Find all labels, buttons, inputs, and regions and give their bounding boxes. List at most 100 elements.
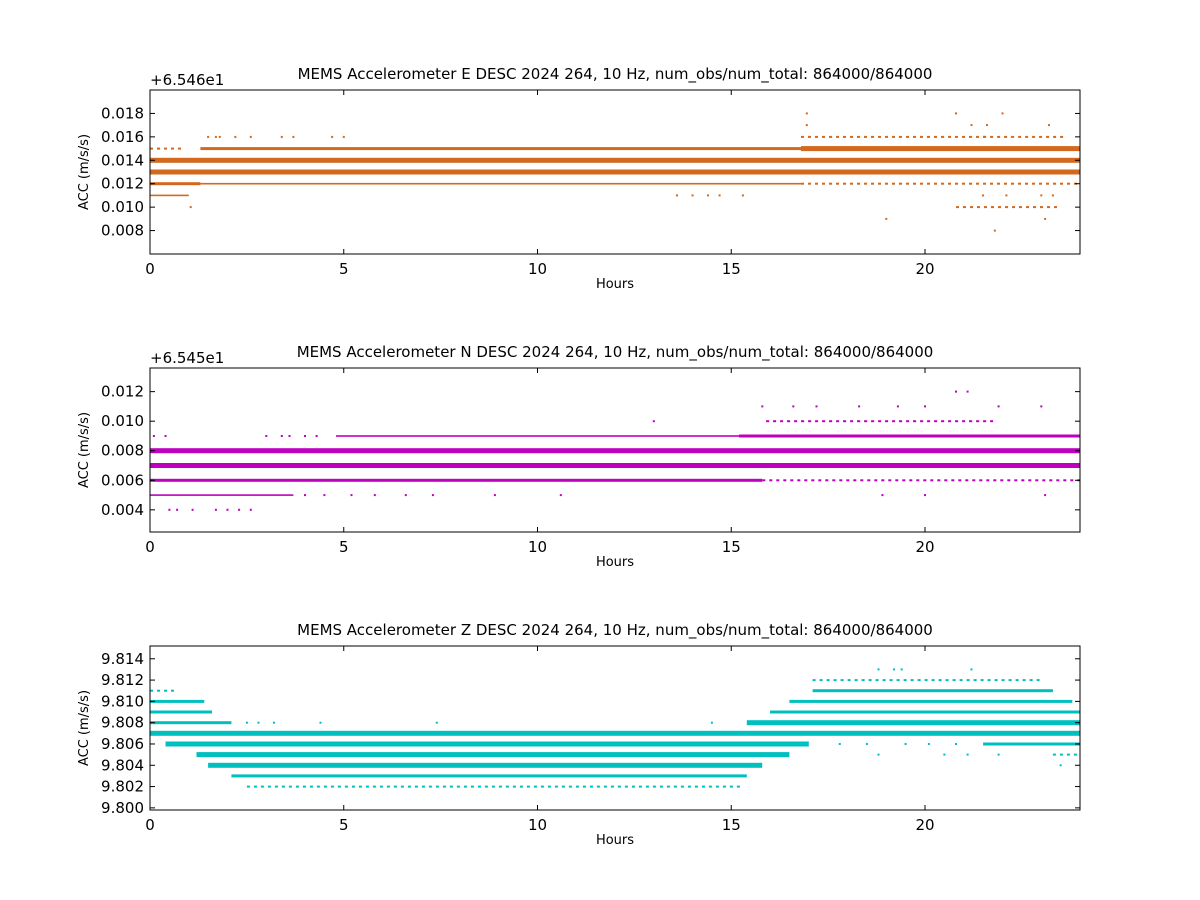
data-point [393,785,397,788]
data-point [421,785,425,788]
data-point [761,405,764,408]
data-point [1011,135,1015,138]
data-point [249,135,252,138]
data-point [540,785,544,788]
data-point [878,182,881,185]
data-point [189,206,192,209]
data-point [934,135,937,138]
data-point [176,508,179,511]
data-point [920,135,923,138]
data-point [386,785,390,788]
y-axis-label: ACC (m/s/s) [77,690,92,766]
data-point [836,420,840,423]
data-point [815,405,818,408]
data-point [875,679,879,682]
data-point [934,420,938,423]
data-point [970,206,973,209]
data-series-band [150,721,232,725]
data-point [152,435,155,437]
data-point [877,668,880,671]
data-series-band [150,448,1080,454]
data-point [864,182,867,185]
data-point [958,479,962,482]
data-point [825,479,829,482]
data-point [150,147,153,150]
data-point [676,194,678,197]
data-point [881,479,885,482]
y-tick-label: 0.008 [101,442,144,460]
data-point [1051,194,1054,197]
x-tick-label: 5 [339,538,349,556]
y-tick-label: 0.012 [101,175,144,193]
data-point [885,217,888,220]
data-point [787,420,791,423]
data-point [927,743,930,745]
data-point [1018,182,1021,185]
data-point [858,405,861,408]
data-point [829,182,832,185]
x-tick-label: 0 [145,538,155,556]
data-point [708,785,712,788]
data-point [769,479,773,482]
data-point [234,135,237,138]
data-series-band [746,720,1080,726]
data-point [970,668,973,671]
x-tick-label: 20 [915,538,934,556]
data-point [1053,135,1057,138]
data-point [990,182,993,185]
data-point [249,508,252,511]
chart-title: MEMS Accelerometer E DESC 2024 264, 10 H… [298,65,933,84]
data-point [315,435,318,437]
data-point [982,194,985,197]
data-point [805,124,808,127]
data-point [171,147,174,150]
data-point [979,479,983,482]
data-point [1022,679,1026,682]
data-point [822,420,826,423]
data-point [811,479,815,482]
data-point [997,405,1000,408]
data-point [456,785,460,788]
data-point [881,494,884,497]
data-point [959,679,963,682]
data-point [962,420,966,423]
data-point [838,743,841,745]
data-series-band [150,194,189,197]
data-point [1012,206,1015,209]
y-tick-label: 0.018 [101,104,144,122]
data-point [238,508,241,511]
data-point [948,182,951,185]
data-point [631,785,635,788]
data-point [854,679,858,682]
data-point [1056,479,1060,482]
data-point [610,785,614,788]
data-point [295,785,299,788]
data-point [463,785,467,788]
data-point [1039,182,1042,185]
x-axis-label: Hours [596,277,634,292]
data-point [998,206,1001,209]
y-axis-label: ACC (m/s/s) [77,134,92,210]
data-point [1070,479,1074,482]
data-series-band [200,182,801,185]
data-point [1044,217,1047,220]
data-point [245,721,248,724]
data-point [874,479,878,482]
data-point [944,479,948,482]
data-point [990,420,994,423]
data-point [805,112,808,115]
data-point [943,753,946,756]
data-point [150,689,153,692]
data-point [280,135,283,138]
data-point [414,785,418,788]
data-series-band [150,182,201,186]
data-point [484,785,488,788]
y-tick-label: 9.800 [101,799,144,817]
data-series-band [801,146,1080,152]
data-point [1019,206,1022,209]
data-point [864,135,867,138]
data-point [273,721,275,724]
x-axis-label: Hours [596,833,634,848]
data-point [267,785,271,788]
data-point [913,182,916,185]
